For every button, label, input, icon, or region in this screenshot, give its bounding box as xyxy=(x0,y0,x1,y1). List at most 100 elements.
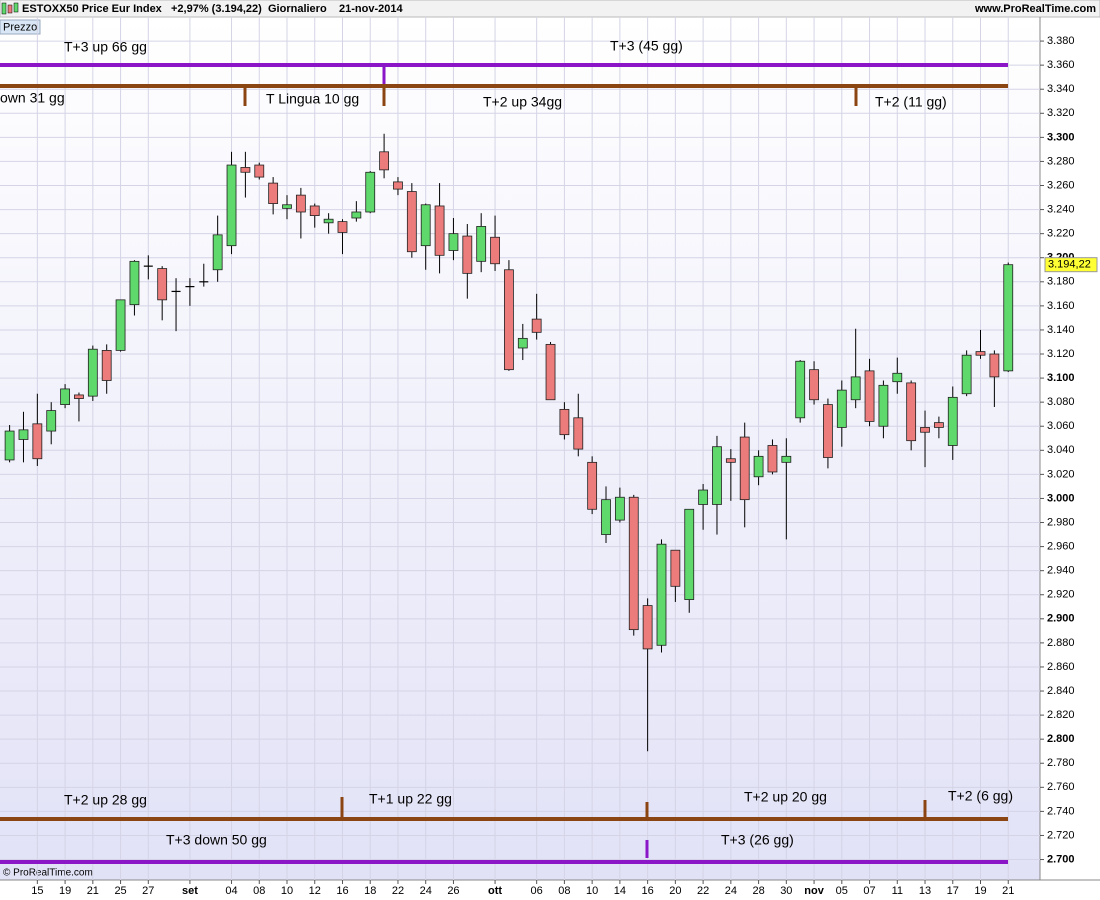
x-tick-label: 10 xyxy=(281,885,293,897)
pane-label: Prezzo xyxy=(3,21,37,33)
y-tick-label: 3.320 xyxy=(1047,107,1075,119)
x-tick-label: 13 xyxy=(919,885,931,897)
x-tick-label: 12 xyxy=(309,885,321,897)
header-icon xyxy=(7,4,13,14)
candle-body xyxy=(87,348,98,397)
candle-body xyxy=(448,233,459,251)
header-bar xyxy=(0,0,1100,18)
header-icon xyxy=(1,2,7,15)
candle-body xyxy=(32,423,43,460)
annotation-label: T+2 (11 gg) xyxy=(875,94,947,110)
y-tick-label: 3.100 xyxy=(1047,372,1075,384)
x-tick-label: 22 xyxy=(392,885,404,897)
candle-body xyxy=(753,455,764,478)
y-tick-label: 2.900 xyxy=(1047,613,1075,625)
candle-body xyxy=(947,396,958,446)
plot-area xyxy=(0,17,1040,880)
candle-body xyxy=(351,211,362,219)
candle-body xyxy=(18,429,29,440)
y-tick-label: 2.820 xyxy=(1047,709,1075,721)
candle-body xyxy=(240,167,251,173)
candle-body xyxy=(698,489,709,505)
x-tick-label: 19 xyxy=(59,885,71,897)
candle-body xyxy=(836,389,847,428)
source: www.ProRealTime.com xyxy=(974,3,1096,15)
x-tick-label: 10 xyxy=(586,885,598,897)
price-change: +2,97% (3.194,22) xyxy=(171,3,262,15)
y-tick-label: 3.120 xyxy=(1047,348,1075,360)
last-price-box xyxy=(1044,257,1098,273)
candle-body xyxy=(4,430,15,461)
annotation-label: T+2 up 28 gg xyxy=(64,792,147,808)
y-tick-label: 3.060 xyxy=(1047,420,1075,432)
candle-body xyxy=(74,394,84,399)
candle-body xyxy=(739,436,750,501)
pane-tab[interactable] xyxy=(0,19,41,35)
annotation-label: own 31 gg xyxy=(0,90,65,106)
candle-body xyxy=(795,360,806,419)
x-tick-label: 21 xyxy=(87,885,99,897)
candle-body xyxy=(337,221,348,233)
y-tick-label: 3.160 xyxy=(1047,300,1075,312)
x-tick-label: 26 xyxy=(447,885,459,897)
candle-body xyxy=(725,458,736,463)
candle-body xyxy=(933,422,944,428)
candle-body xyxy=(309,205,320,216)
period: Giornaliero xyxy=(268,3,327,15)
candle-body xyxy=(393,181,403,190)
candle-body xyxy=(989,353,1000,378)
x-tick-label: 11 xyxy=(892,885,903,897)
y-tick-label: 2.860 xyxy=(1047,661,1075,673)
candle-body xyxy=(531,318,542,333)
annotation-label: T+3 (26 gg) xyxy=(721,832,794,848)
x-tick-label: 14 xyxy=(614,885,626,897)
candle-body xyxy=(254,164,265,178)
x-tick-label: 16 xyxy=(336,885,348,897)
candle-body xyxy=(850,376,861,401)
candle-body xyxy=(642,605,653,650)
candle-body xyxy=(379,151,389,171)
annotation-label: T+3 (45 gg) xyxy=(610,38,683,54)
y-tick-label: 3.280 xyxy=(1047,155,1075,167)
x-tick-label: 16 xyxy=(642,885,654,897)
x-tick-label: 25 xyxy=(114,885,126,897)
x-tick-label: 27 xyxy=(142,885,154,897)
y-tick-label: 3.180 xyxy=(1047,276,1075,288)
candle-body xyxy=(115,299,126,351)
candle-body xyxy=(60,388,70,405)
candle-body xyxy=(1003,264,1014,372)
y-tick-label: 3.340 xyxy=(1047,83,1075,95)
x-tick-label: 04 xyxy=(225,885,237,897)
y-tick-label: 3.260 xyxy=(1047,179,1075,191)
candle-body xyxy=(157,268,168,301)
y-tick-label: 3.300 xyxy=(1047,131,1075,143)
y-tick-label: 2.880 xyxy=(1047,637,1075,649)
y-tick-label: 3.000 xyxy=(1047,492,1075,504)
y-tick-label: 2.760 xyxy=(1047,781,1075,793)
y-tick-label: 2.700 xyxy=(1047,853,1075,865)
x-tick-label: 17 xyxy=(947,885,959,897)
x-tick-label: 06 xyxy=(531,885,543,897)
annotation-label: T+3 up 66 gg xyxy=(64,39,147,55)
annotation-label: T+3 down 50 gg xyxy=(166,832,267,848)
x-tick-label: 24 xyxy=(725,885,737,897)
y-tick-label: 2.940 xyxy=(1047,565,1075,577)
x-tick-label: 05 xyxy=(836,885,848,897)
annotation-label: T Lingua 10 gg xyxy=(266,91,359,107)
x-tick-label: set xyxy=(182,885,198,897)
x-tick-label: 24 xyxy=(420,885,432,897)
chart-title: ESTOXX50 Price Eur Index xyxy=(22,3,163,15)
y-tick-label: 2.920 xyxy=(1047,589,1075,601)
y-tick-label: 3.020 xyxy=(1047,468,1075,480)
candle-body xyxy=(573,417,584,450)
candle-body xyxy=(628,496,639,631)
y-tick-label: 3.360 xyxy=(1047,59,1075,71)
y-tick-label: 3.140 xyxy=(1047,324,1075,336)
candle-body xyxy=(476,226,487,262)
candle-body xyxy=(406,191,417,253)
y-tick-label: 2.980 xyxy=(1047,516,1075,528)
x-tick-label: 30 xyxy=(780,885,792,897)
candle-body xyxy=(504,269,514,371)
candle-body xyxy=(920,427,930,433)
candle-body xyxy=(282,204,292,209)
